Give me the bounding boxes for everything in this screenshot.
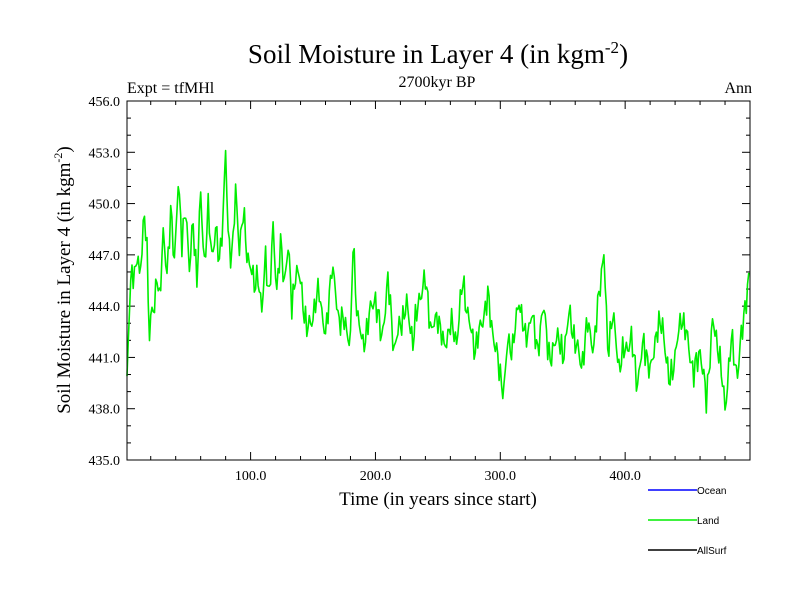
series-line-land: [126, 149, 750, 414]
y-tick-label: 456.0: [89, 95, 121, 110]
experiment-label: Expt = tfMHl: [127, 80, 215, 97]
x-tick-label: 400.0: [609, 469, 641, 484]
chart-title: Soil Moisture in Layer 4 (in kgm-2): [248, 38, 628, 69]
y-tick-label: 450.0: [89, 198, 121, 213]
y-axis-label: Soil Moisture in Layer 4 (in kgm-2): [51, 146, 75, 414]
legend-label-ocean: Ocean: [697, 486, 726, 497]
legend-label-land: Land: [697, 516, 719, 527]
axis-ticks: 435.0 438.0 441.0 444.0 447.0 450.0 453.0 456.0…: [89, 95, 750, 484]
legend: Ocean Land AllSurf: [648, 486, 727, 557]
x-tick-label: 200.0: [360, 469, 392, 484]
y-tick-label: 453.0: [89, 146, 121, 161]
period-label: 2700kyr BP: [399, 74, 476, 91]
x-tick-label: 300.0: [485, 469, 517, 484]
y-tick-label: 447.0: [89, 249, 121, 264]
plot-frame: [126, 100, 751, 461]
y-tick-label: 444.0: [89, 300, 121, 315]
x-axis-label: Time (in years since start): [339, 489, 537, 510]
y-tick-label: 441.0: [89, 351, 121, 366]
legend-label-allsurf: AllSurf: [697, 546, 727, 557]
y-tick-label: 435.0: [89, 454, 121, 469]
series-layer: [126, 149, 750, 414]
y-tick-label: 438.0: [89, 403, 121, 418]
x-tick-label: 100.0: [235, 469, 267, 484]
season-label: Ann: [724, 80, 752, 97]
